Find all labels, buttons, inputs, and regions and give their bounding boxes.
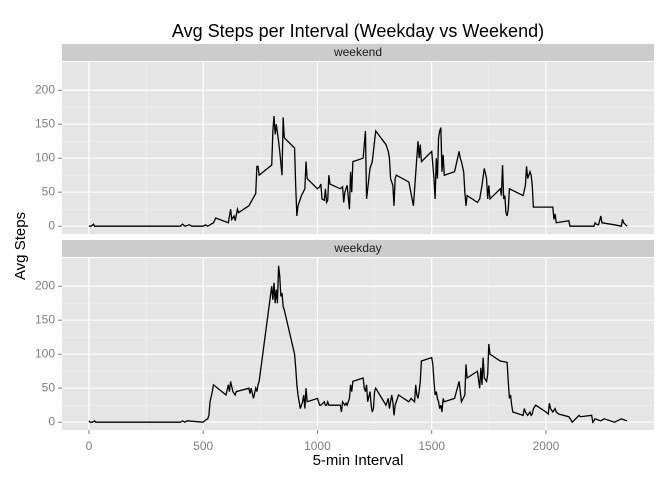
y-tick-label: 0 — [48, 414, 55, 428]
x-tick-label: 2000 — [533, 439, 560, 453]
x-axis-label: 5-min Interval — [313, 452, 404, 469]
y-axis-label: Avg Steps — [12, 212, 29, 280]
y-tick-label: 150 — [35, 116, 55, 130]
strip-label: weekday — [333, 241, 381, 255]
data-line — [88, 265, 628, 424]
y-tick-label: 50 — [42, 184, 56, 198]
panel — [62, 258, 654, 430]
y-tick-label: 100 — [35, 150, 55, 164]
y-tick-label: 150 — [35, 312, 55, 326]
x-tick-label: 1500 — [418, 439, 445, 453]
panel — [62, 62, 654, 234]
x-tick-label: 500 — [193, 439, 213, 453]
strip — [62, 240, 654, 257]
data-line — [88, 116, 628, 227]
y-tick-label: 200 — [35, 82, 55, 96]
x-tick-label: 0 — [86, 439, 93, 453]
strip-label: weekend — [333, 45, 382, 59]
y-tick-label: 100 — [35, 346, 55, 360]
x-tick-label: 1000 — [304, 439, 331, 453]
y-tick-label: 0 — [48, 218, 55, 232]
chart-title: Avg Steps per Interval (Weekday vs Weeke… — [172, 21, 544, 41]
y-tick-label: 200 — [35, 278, 55, 292]
strip — [62, 44, 654, 61]
y-tick-label: 50 — [42, 380, 56, 394]
